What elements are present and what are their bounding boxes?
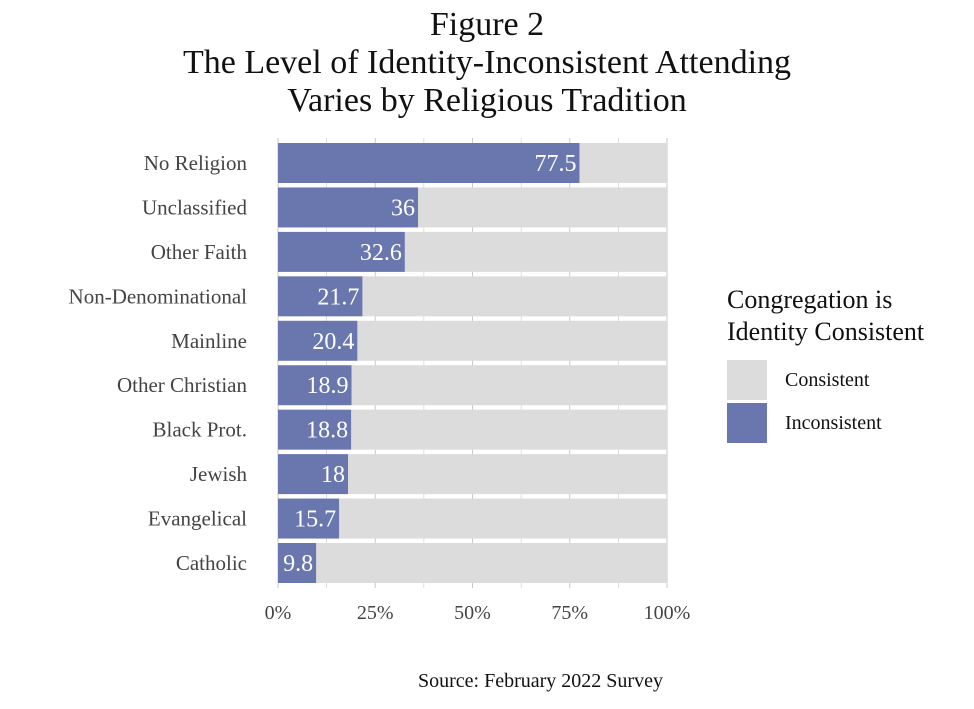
bar-consistent-other-christian: [351, 365, 667, 406]
category-label-catholic: Catholic: [176, 551, 247, 575]
bar-inconsistent-other-christian: [278, 365, 352, 406]
data-label-no-religion: 77.5: [534, 151, 576, 177]
category-label-unclassified: Unclassified: [142, 195, 247, 219]
bar-consistent-catholic: [316, 543, 667, 583]
title-line-3: Varies by Religious Tradition: [287, 82, 687, 119]
bar-consistent-black-prot: [351, 409, 667, 450]
category-label-other-faith: Other Faith: [151, 240, 248, 264]
chart-title: Figure 2 The Level of Identity-Inconsist…: [0, 6, 974, 120]
data-label-non-denominational: 21.7: [317, 284, 359, 310]
bar-consistent-other-faith: [404, 231, 667, 272]
bar-inconsistent-non-denominational: [278, 276, 363, 317]
bar-consistent-mainline: [357, 320, 667, 361]
category-label-non-denominational: Non-Denominational: [69, 284, 248, 308]
legend-title-line-1: Congregation is: [727, 285, 893, 314]
category-label-mainline: Mainline: [171, 329, 247, 353]
bar-inconsistent-black-prot: [278, 409, 352, 450]
legend-swatch-inconsistent: [727, 403, 767, 443]
category-label-jewish: Jewish: [190, 462, 248, 486]
bar-inconsistent-other-faith: [278, 231, 405, 272]
legend-item-consistent: Consistent: [727, 360, 869, 400]
x-tick-label: 0%: [265, 602, 292, 624]
data-label-unclassified: 36: [391, 195, 415, 221]
data-label-jewish: 18: [321, 462, 345, 488]
labels: No Religion 77.5 Unclassified 36 Other Faith…: [69, 151, 691, 624]
bar-consistent-no-religion: [579, 143, 667, 183]
data-label-other-christian: 18.9: [307, 373, 349, 399]
data-label-evangelical: 15.7: [294, 507, 336, 533]
data-label-mainline: 20.4: [312, 329, 354, 355]
bar-inconsistent-no-religion: [278, 143, 580, 183]
data-label-other-faith: 32.6: [360, 240, 402, 266]
bar-consistent-evangelical: [339, 498, 667, 539]
legend-label-inconsistent: Inconsistent: [785, 411, 882, 434]
legend-title: Congregation is Identity Consistent: [727, 284, 967, 348]
bar-consistent-jewish: [348, 454, 667, 495]
source-note: Source: February 2022 Survey: [418, 670, 663, 692]
bar-inconsistent-unclassified: [278, 187, 419, 228]
x-tick-label: 100%: [644, 602, 691, 624]
legend-item-inconsistent: Inconsistent: [727, 403, 882, 443]
category-label-other-christian: Other Christian: [117, 373, 248, 397]
legend-label-consistent: Consistent: [785, 368, 870, 391]
bar-inconsistent-jewish: [278, 454, 349, 495]
data-label-black-prot: 18.8: [306, 418, 348, 444]
category-label-no-religion: No Religion: [144, 151, 248, 175]
data-label-catholic: 9.8: [283, 551, 313, 577]
title-line-2: The Level of Identity-Inconsistent Atten…: [182, 44, 792, 81]
bars: [278, 143, 667, 583]
category-label-evangelical: Evangelical: [148, 507, 247, 531]
x-tick-label: 25%: [357, 602, 394, 624]
bar-inconsistent-catholic: [278, 543, 317, 583]
bar-consistent-non-denominational: [362, 276, 667, 317]
legend-swatch-consistent: [727, 360, 767, 400]
bar-inconsistent-mainline: [278, 320, 358, 361]
bar-consistent-unclassified: [418, 187, 667, 228]
x-tick-label: 50%: [454, 602, 491, 624]
category-label-black-prot: Black Prot.: [153, 418, 248, 442]
bar-inconsistent-evangelical: [278, 498, 340, 539]
x-tick-label: 75%: [551, 602, 588, 624]
legend-title-line-2: Identity Consistent: [727, 317, 925, 346]
title-line-1: Figure 2: [429, 6, 545, 43]
